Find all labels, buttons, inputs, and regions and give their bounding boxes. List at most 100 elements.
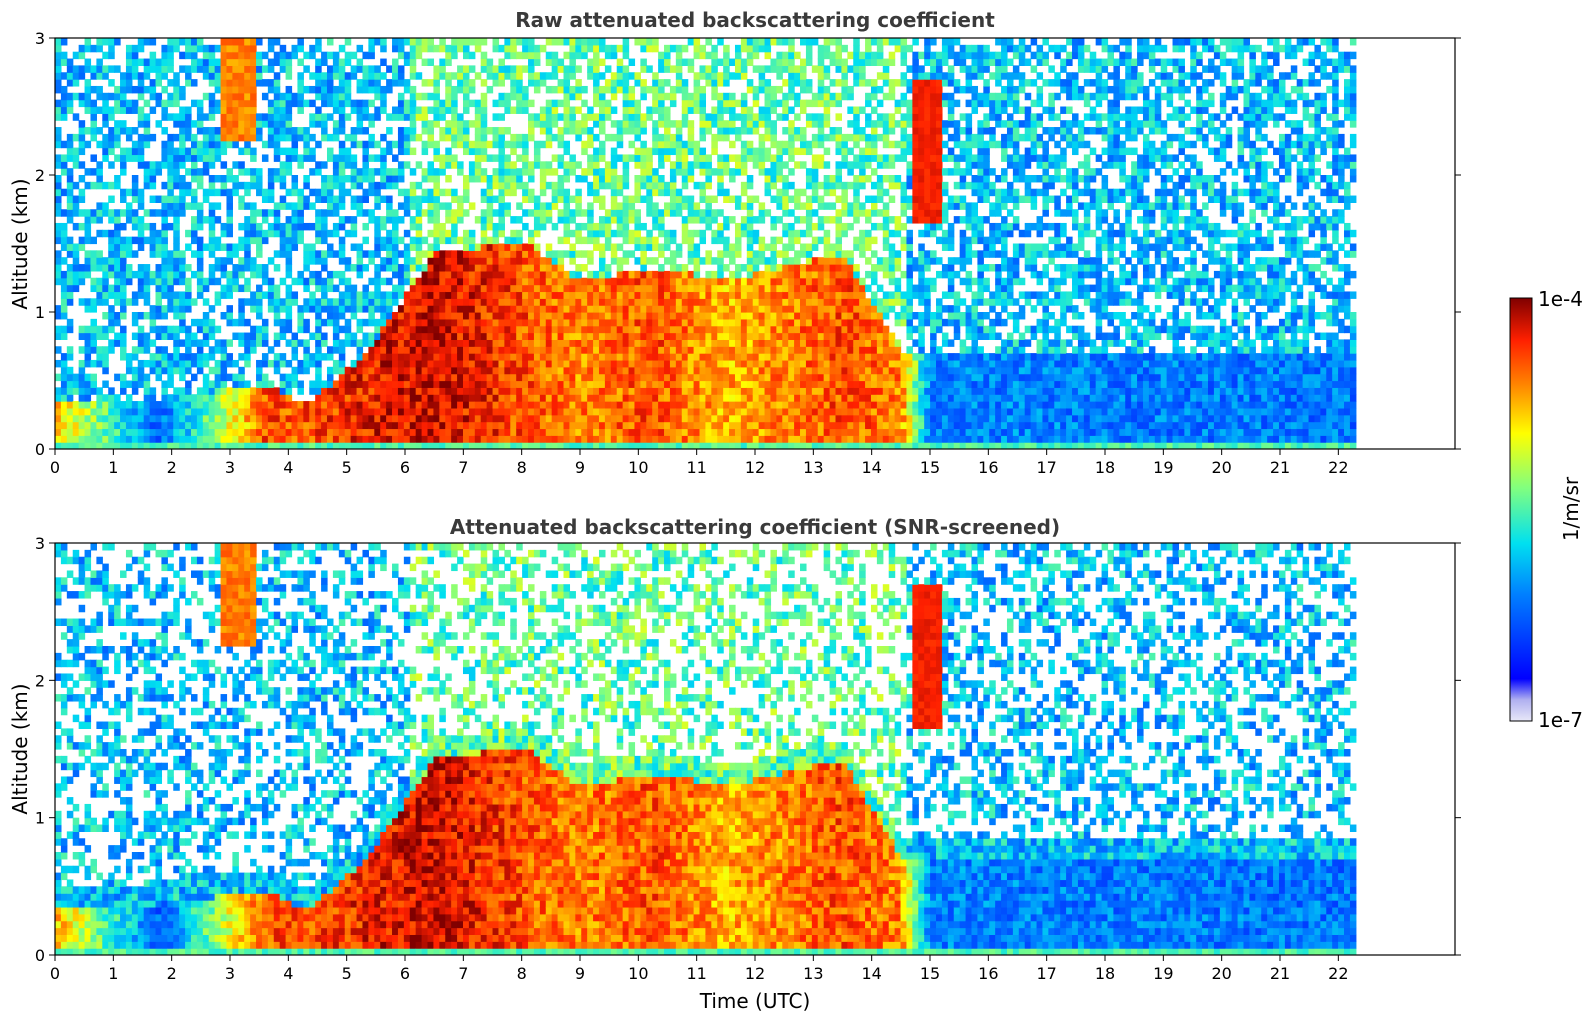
heatmap-cell — [220, 387, 228, 395]
heatmap-cell — [261, 332, 269, 340]
heatmap-cell — [309, 243, 316, 251]
heatmap-cell — [557, 339, 565, 347]
heatmap-cell — [66, 195, 74, 203]
heatmap-cell — [699, 229, 707, 238]
heatmap-cell — [392, 229, 399, 238]
heatmap-cell — [510, 106, 517, 114]
heatmap-cell — [208, 154, 216, 162]
heatmap-cell — [652, 312, 659, 320]
heatmap-cell — [291, 414, 299, 423]
heatmap-cell — [279, 277, 287, 286]
heatmap-cell — [131, 366, 139, 375]
heatmap-cell — [386, 332, 393, 340]
heatmap-cell — [267, 257, 275, 265]
heatmap-cell — [356, 243, 364, 251]
heatmap-cell — [634, 99, 641, 108]
heatmap-cell — [640, 140, 647, 149]
heatmap-cell — [155, 168, 163, 176]
heatmap-cell — [439, 380, 446, 388]
heatmap-cell — [84, 298, 92, 306]
heatmap-cell — [185, 264, 192, 272]
heatmap-cell — [492, 195, 500, 203]
heatmap-cell — [332, 85, 340, 94]
heatmap-cell — [291, 291, 299, 299]
heatmap-cell — [669, 99, 677, 108]
heatmap-cell — [102, 394, 109, 402]
heatmap-cell — [250, 387, 257, 395]
heatmap-cell — [238, 421, 245, 430]
heatmap-cell — [498, 65, 505, 73]
heatmap-cell — [545, 373, 553, 382]
heatmap-cell — [84, 264, 92, 272]
heatmap-cell — [622, 373, 630, 382]
heatmap-cell — [628, 346, 636, 354]
heatmap-cell — [681, 353, 689, 361]
heatmap-cell — [492, 284, 500, 293]
heatmap-cell — [498, 58, 505, 66]
heatmap-cell — [220, 264, 228, 272]
heatmap-cell — [581, 339, 588, 347]
heatmap-cell — [587, 229, 594, 238]
heatmap-cell — [185, 442, 192, 449]
heatmap-cell — [563, 421, 571, 430]
heatmap-cell — [699, 298, 707, 306]
heatmap-cell — [238, 339, 245, 347]
heatmap-cell — [350, 428, 358, 436]
heatmap-cell — [622, 209, 630, 217]
heatmap-cell — [480, 120, 488, 128]
heatmap-cell — [462, 353, 470, 361]
heatmap-cell — [362, 140, 369, 149]
heatmap-cell — [575, 305, 582, 313]
heatmap-cell — [569, 291, 576, 299]
heatmap-cell — [285, 298, 293, 306]
heatmap-cell — [96, 168, 103, 176]
heatmap-cell — [598, 202, 606, 210]
heatmap-cell — [646, 387, 653, 395]
heatmap-cell — [392, 58, 399, 66]
heatmap-cell — [681, 147, 689, 156]
heatmap-cell — [664, 106, 671, 114]
heatmap-cell — [533, 325, 541, 334]
heatmap-cell — [705, 414, 712, 423]
heatmap-cell — [403, 312, 411, 320]
heatmap-cell — [551, 407, 559, 416]
heatmap-cell — [368, 38, 375, 46]
heatmap-cell — [208, 366, 216, 375]
heatmap-cell — [78, 243, 86, 251]
heatmap-cell — [238, 243, 245, 251]
heatmap-cell — [510, 216, 517, 224]
heatmap-cell — [409, 414, 417, 423]
heatmap-cell — [244, 346, 251, 354]
heatmap-cell — [528, 305, 535, 313]
heatmap-cell — [78, 209, 86, 217]
heatmap-cell — [167, 414, 174, 423]
heatmap-cell — [486, 298, 494, 306]
heatmap-cell — [587, 407, 594, 416]
heatmap-cell — [522, 92, 529, 101]
heatmap-cell — [297, 202, 304, 210]
heatmap-cell — [102, 72, 109, 80]
heatmap-cell — [551, 51, 559, 60]
heatmap-cell — [669, 407, 677, 416]
heatmap-cell — [593, 325, 600, 334]
heatmap-cell — [533, 353, 541, 361]
heatmap-cell — [593, 188, 600, 197]
heatmap-cell — [593, 380, 600, 388]
heatmap-cell — [551, 359, 559, 368]
heatmap-cell — [102, 428, 109, 436]
heatmap-cell — [669, 284, 677, 293]
heatmap-cell — [468, 270, 476, 279]
heatmap-cell — [137, 229, 145, 238]
heatmap-cell — [492, 325, 500, 334]
heatmap-cell — [604, 264, 612, 272]
heatmap-cell — [581, 209, 588, 217]
heatmap-cell — [652, 243, 659, 251]
heatmap-cell — [102, 38, 109, 46]
heatmap-cell — [350, 51, 358, 60]
heatmap-cell — [445, 353, 452, 361]
heatmap-cell — [214, 85, 222, 94]
heatmap-cell — [693, 284, 701, 293]
heatmap-cell — [338, 407, 346, 416]
heatmap-cell — [102, 353, 109, 361]
heatmap-cell — [60, 72, 68, 80]
